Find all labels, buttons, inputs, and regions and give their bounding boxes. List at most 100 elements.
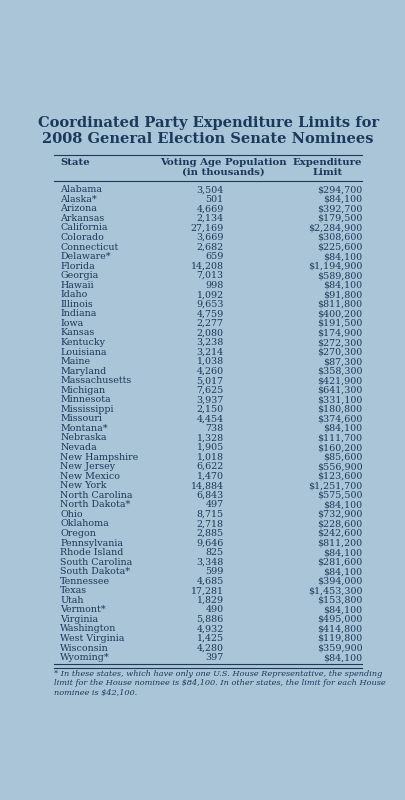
Text: Pennsylvania: Pennsylvania <box>60 538 123 547</box>
Text: Indiana: Indiana <box>60 310 96 318</box>
Text: 497: 497 <box>205 500 223 510</box>
Text: 2,277: 2,277 <box>196 319 223 328</box>
Text: 1,018: 1,018 <box>196 453 223 462</box>
Text: Illinois: Illinois <box>60 300 93 309</box>
Text: 14,208: 14,208 <box>190 262 223 270</box>
Text: Virginia: Virginia <box>60 615 98 624</box>
Text: 1,905: 1,905 <box>196 443 223 452</box>
Text: Rhode Island: Rhode Island <box>60 548 123 557</box>
Text: 3,238: 3,238 <box>196 338 223 347</box>
Text: 490: 490 <box>205 606 223 614</box>
Text: $641,300: $641,300 <box>316 386 361 394</box>
Text: 4,260: 4,260 <box>196 366 223 376</box>
Text: 5,886: 5,886 <box>196 615 223 624</box>
Text: 27,169: 27,169 <box>190 223 223 233</box>
Text: State: State <box>60 158 90 166</box>
Text: Washington: Washington <box>60 625 116 634</box>
Text: $174,900: $174,900 <box>316 329 361 338</box>
Text: 14,884: 14,884 <box>190 482 223 490</box>
Text: 397: 397 <box>205 653 223 662</box>
Text: Idaho: Idaho <box>60 290 87 299</box>
Text: $308,600: $308,600 <box>316 233 361 242</box>
Text: 3,214: 3,214 <box>196 347 223 357</box>
Text: 2,150: 2,150 <box>196 405 223 414</box>
Text: Delaware*: Delaware* <box>60 252 111 261</box>
Text: New Hampshire: New Hampshire <box>60 453 138 462</box>
Text: 2,682: 2,682 <box>196 242 223 251</box>
Text: $228,600: $228,600 <box>316 519 361 529</box>
Text: 2,134: 2,134 <box>196 214 223 223</box>
Text: 4,932: 4,932 <box>196 625 223 634</box>
Text: Alabama: Alabama <box>60 186 102 194</box>
Text: $394,000: $394,000 <box>316 577 361 586</box>
Text: $270,300: $270,300 <box>316 347 361 357</box>
Text: California: California <box>60 223 107 233</box>
Text: 1,829: 1,829 <box>196 596 223 605</box>
Text: 7,013: 7,013 <box>196 271 223 280</box>
Text: $242,600: $242,600 <box>316 529 361 538</box>
Text: 2,718: 2,718 <box>196 519 223 529</box>
Text: $111,700: $111,700 <box>316 434 361 442</box>
Text: Wisconsin: Wisconsin <box>60 643 109 653</box>
Text: 825: 825 <box>205 548 223 557</box>
Text: Georgia: Georgia <box>60 271 98 280</box>
Text: $1,194,900: $1,194,900 <box>307 262 361 270</box>
Text: Colorado: Colorado <box>60 233 104 242</box>
Text: 4,669: 4,669 <box>196 204 223 214</box>
Text: Nevada: Nevada <box>60 443 97 452</box>
Text: $84,100: $84,100 <box>322 653 361 662</box>
Text: $1,453,300: $1,453,300 <box>307 586 361 595</box>
Text: $84,100: $84,100 <box>322 606 361 614</box>
Text: 2,885: 2,885 <box>196 529 223 538</box>
Text: $84,100: $84,100 <box>322 424 361 433</box>
Text: 3,348: 3,348 <box>196 558 223 566</box>
Text: 8,715: 8,715 <box>196 510 223 519</box>
Text: Oklahoma: Oklahoma <box>60 519 109 529</box>
Text: Tennessee: Tennessee <box>60 577 110 586</box>
Text: $331,100: $331,100 <box>316 395 361 404</box>
Text: 1,470: 1,470 <box>196 472 223 481</box>
Text: Maine: Maine <box>60 357 90 366</box>
Text: $281,600: $281,600 <box>316 558 361 566</box>
Text: Mississippi: Mississippi <box>60 405 113 414</box>
Text: 3,937: 3,937 <box>196 395 223 404</box>
Text: $294,700: $294,700 <box>316 186 361 194</box>
Text: $421,900: $421,900 <box>316 376 361 385</box>
Text: $400,200: $400,200 <box>316 310 361 318</box>
Text: 738: 738 <box>205 424 223 433</box>
Text: Iowa: Iowa <box>60 319 83 328</box>
Text: New York: New York <box>60 482 107 490</box>
Text: Missouri: Missouri <box>60 414 102 423</box>
Text: $272,300: $272,300 <box>316 338 361 347</box>
Text: 3,504: 3,504 <box>196 186 223 194</box>
Text: $180,800: $180,800 <box>316 405 361 414</box>
Text: 998: 998 <box>205 281 223 290</box>
Text: $191,500: $191,500 <box>316 319 361 328</box>
Text: 9,653: 9,653 <box>196 300 223 309</box>
Text: Florida: Florida <box>60 262 95 270</box>
Text: Texas: Texas <box>60 586 87 595</box>
Text: South Carolina: South Carolina <box>60 558 132 566</box>
Text: 1,092: 1,092 <box>196 290 223 299</box>
Text: 1,038: 1,038 <box>196 357 223 366</box>
Text: New Mexico: New Mexico <box>60 472 120 481</box>
Text: 2,080: 2,080 <box>196 329 223 338</box>
Text: 17,281: 17,281 <box>190 586 223 595</box>
Text: 1,328: 1,328 <box>196 434 223 442</box>
Text: Connecticut: Connecticut <box>60 242 118 251</box>
Text: $225,600: $225,600 <box>316 242 361 251</box>
Text: Ohio: Ohio <box>60 510 83 519</box>
Text: Arizona: Arizona <box>60 204 97 214</box>
Text: Maryland: Maryland <box>60 366 106 376</box>
Text: Massachusetts: Massachusetts <box>60 376 131 385</box>
Text: North Carolina: North Carolina <box>60 490 132 500</box>
Text: 3,669: 3,669 <box>196 233 223 242</box>
Text: 1,425: 1,425 <box>196 634 223 643</box>
Text: $2,284,900: $2,284,900 <box>307 223 361 233</box>
Text: $153,800: $153,800 <box>316 596 361 605</box>
Text: $84,100: $84,100 <box>322 567 361 576</box>
Text: 6,843: 6,843 <box>196 490 223 500</box>
Text: 4,759: 4,759 <box>196 310 223 318</box>
Text: $84,100: $84,100 <box>322 548 361 557</box>
Text: 6,622: 6,622 <box>196 462 223 471</box>
